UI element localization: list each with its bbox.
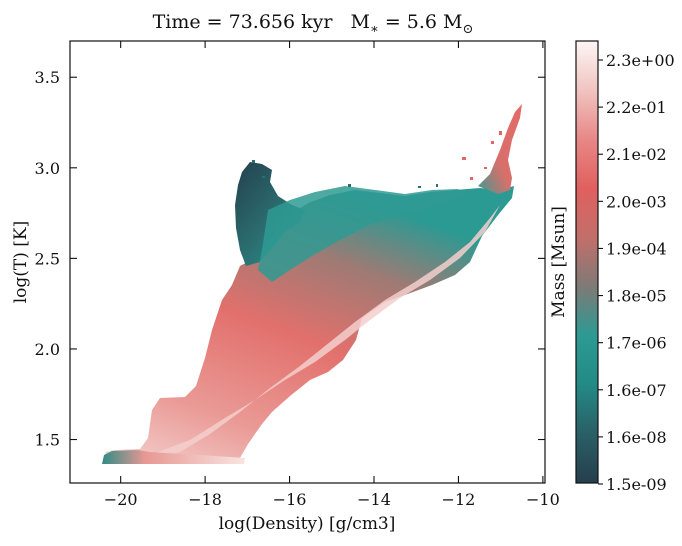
heatmap-scattered-teal-pixels	[252, 160, 438, 188]
y-tick-label: 3.0	[35, 159, 60, 178]
heatmap-region-floor	[102, 450, 245, 464]
y-axis-ticks: 1.5 2.0 2.5 3.0 3.5	[35, 68, 545, 450]
colorbar-tick-label: 1.8e-05	[606, 287, 667, 306]
heatmap-region-main-ridge	[103, 186, 514, 463]
x-tick-label: −20	[104, 490, 138, 509]
colorbar-label: Mass [Msun]	[549, 206, 569, 318]
title-mass-value: = 5.6 M	[379, 11, 463, 33]
title-mass-sub: ∗	[370, 22, 379, 37]
heatmap-region-upper-band	[258, 186, 470, 282]
x-tick-label: −16	[273, 490, 307, 509]
title-time: Time = 73.656 kyr	[153, 11, 334, 33]
colorbar-tick-label: 1.9e-04	[606, 239, 667, 258]
plot-frame	[69, 40, 546, 484]
colorbar-tick-label: 1.6e-08	[606, 428, 667, 447]
y-axis-label: log(T) [K]	[11, 221, 31, 304]
colorbar-tick-label: 2.0e-03	[606, 192, 667, 211]
colorbar-tick-label: 2.3e+00	[606, 51, 675, 70]
colorbar	[575, 40, 599, 484]
x-tick-label: −14	[357, 490, 391, 509]
title-mass-prefix: M	[350, 11, 369, 33]
x-tick-label: −12	[442, 490, 476, 509]
y-tick-label: 2.0	[35, 340, 60, 359]
y-tick-label: 1.5	[35, 431, 60, 450]
x-axis-ticks: −20 −18 −16 −14 −12 −10	[104, 41, 560, 509]
x-axis-label: log(Density) [g/cm3]	[219, 514, 396, 534]
colorbar-tick-label: 2.2e-01	[606, 98, 667, 117]
chart-title: Time = 73.656 kyr M∗ = 5.6 M⊙	[153, 11, 474, 37]
colorbar-ticks: 2.3e+00 2.2e-01 2.1e-02 2.0e-03 1.9e-04 1.8e-…	[598, 51, 675, 494]
colorbar-tick-label: 1.5e-09	[606, 475, 667, 494]
colorbar-tick-label: 1.6e-07	[606, 381, 667, 400]
y-tick-label: 3.5	[35, 68, 60, 87]
x-tick-label: −10	[526, 490, 560, 509]
colorbar-tick-label: 1.7e-06	[606, 334, 667, 353]
title-mass-unit-sub: ⊙	[463, 22, 474, 37]
phase-density-heatmap	[102, 104, 522, 464]
heatmap-scattered-pixels	[462, 131, 507, 180]
x-tick-label: −18	[188, 490, 222, 509]
colorbar-tick-label: 2.1e-02	[606, 145, 667, 164]
heatmap-region-tail	[478, 104, 522, 194]
y-tick-label: 2.5	[35, 249, 60, 268]
